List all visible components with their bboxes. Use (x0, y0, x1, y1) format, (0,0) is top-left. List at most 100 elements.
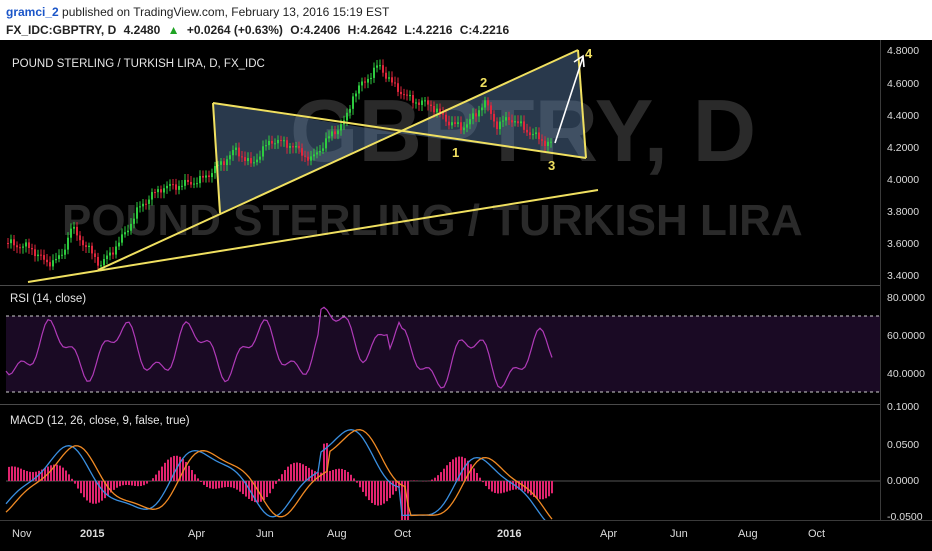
candle (493, 114, 495, 122)
candle (205, 175, 207, 177)
macd-histogram-bar (545, 481, 547, 498)
macd-histogram-bar (413, 480, 415, 481)
macd-histogram-bar (503, 481, 505, 493)
candle (181, 186, 183, 187)
main-pane-title: POUND STERLING / TURKISH LIRA, D, FX_IDC (12, 58, 265, 70)
macd-histogram-bar (14, 467, 16, 481)
candle (448, 122, 450, 126)
wave-label-4: 4 (585, 46, 592, 61)
macd-histogram-bar (173, 456, 175, 481)
macd-histogram-bar (263, 481, 265, 500)
candle (469, 119, 471, 124)
candle (388, 77, 390, 78)
macd-histogram-bar (479, 478, 481, 481)
macd-histogram-bar (377, 481, 379, 506)
candle (25, 242, 27, 246)
candle (508, 117, 510, 120)
candle (544, 141, 546, 146)
candle (331, 131, 333, 136)
candle (238, 148, 240, 157)
candle (172, 184, 174, 185)
macd-histogram-bar (476, 473, 478, 481)
candle (166, 186, 168, 188)
pane-separator[interactable] (0, 285, 880, 286)
macd-histogram-bar (116, 481, 118, 488)
y-label: 4.8000 (887, 45, 919, 57)
candle (310, 156, 312, 160)
macd-histogram-bar (488, 481, 490, 489)
candle (97, 257, 99, 266)
macd-histogram-bar (332, 470, 334, 481)
macd-histogram-bar (320, 473, 322, 481)
candle (361, 82, 363, 86)
macd-histogram-bar (119, 481, 121, 486)
candle (118, 243, 120, 247)
candle (526, 130, 528, 133)
macd-histogram-bar (89, 481, 91, 503)
candle (316, 152, 318, 154)
candle (226, 159, 228, 165)
candle (40, 255, 42, 256)
macd-histogram-bar (95, 481, 97, 504)
pane-separator[interactable] (0, 404, 880, 405)
macd-histogram-bar (491, 481, 493, 492)
candle (19, 247, 21, 248)
candle (514, 121, 516, 122)
wave-label-3: 3 (548, 158, 555, 173)
candle (529, 132, 531, 135)
candle (445, 115, 447, 122)
rsi-y-label: 40.0000 (887, 368, 925, 380)
macd-histogram-bar (113, 481, 115, 490)
macd-histogram-bar (233, 481, 235, 488)
macd-histogram-bar (206, 481, 208, 487)
candle (433, 106, 435, 112)
candle (106, 256, 108, 260)
y-label: 4.2000 (887, 142, 919, 154)
macd-histogram-bar (536, 481, 538, 498)
candle (64, 250, 66, 255)
macd-histogram-bar (143, 481, 145, 485)
macd-histogram-bar (287, 467, 289, 481)
candle (472, 113, 474, 119)
macd-histogram-bar (236, 481, 238, 490)
candle (307, 157, 309, 161)
candle (379, 65, 381, 66)
candle (295, 146, 297, 147)
macd-histogram-bar (296, 463, 298, 481)
macd-histogram-bar (74, 481, 76, 484)
macd-histogram-bar (431, 480, 433, 481)
candle (70, 229, 72, 238)
candle (13, 239, 15, 245)
candle (55, 259, 57, 260)
macd-histogram-bar (68, 474, 70, 481)
candle (76, 227, 78, 236)
candle (211, 173, 213, 177)
candle (115, 246, 117, 254)
macd-histogram-bar (155, 475, 157, 481)
macd-histogram-bar (80, 481, 82, 493)
macd-histogram-bar (371, 481, 373, 503)
macd-histogram-bar (281, 474, 283, 481)
candle (322, 148, 324, 151)
macd-histogram-bar (56, 465, 58, 481)
macd-histogram-bar (17, 467, 19, 481)
candle (337, 130, 339, 134)
macd-histogram-bar (293, 463, 295, 481)
candle (451, 122, 453, 125)
candle (436, 109, 438, 113)
candle (457, 122, 459, 124)
time-axis[interactable] (0, 520, 932, 551)
candle (214, 166, 216, 173)
candle (244, 157, 246, 161)
candle (28, 242, 30, 248)
x-label: 2015 (80, 528, 104, 540)
candle (61, 255, 63, 256)
candle (319, 151, 321, 152)
macd-histogram-bar (542, 481, 544, 499)
macd-histogram-bar (215, 481, 217, 489)
x-label: Jun (256, 528, 274, 540)
macd-y-label: 0.1000 (887, 401, 919, 413)
macd-histogram-bar (266, 481, 268, 497)
macd-histogram-bar (305, 466, 307, 481)
macd-histogram-bar (83, 481, 85, 497)
